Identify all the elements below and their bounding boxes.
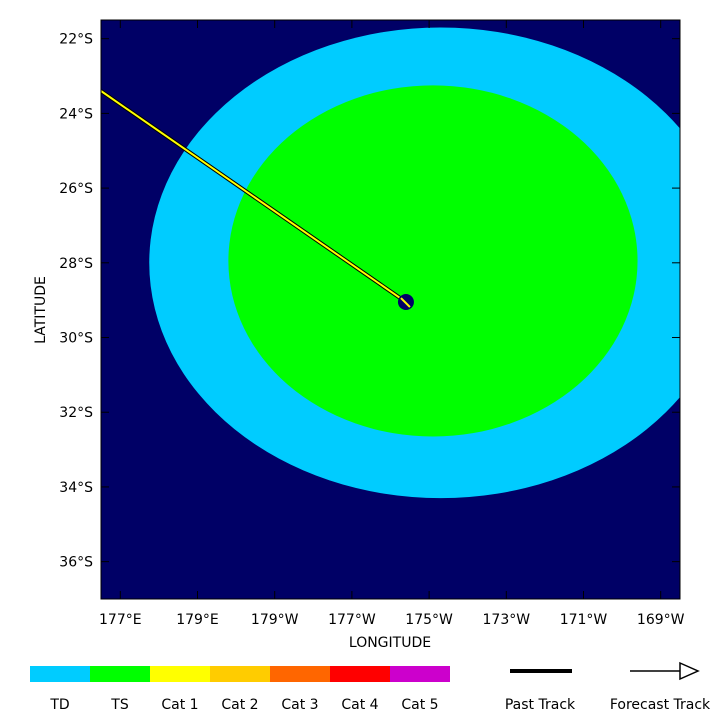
legend-label: TD — [49, 697, 69, 710]
storm-center-tail — [400, 297, 411, 308]
legend-label: Cat 3 — [281, 697, 318, 710]
arrow-icon — [679, 661, 700, 681]
lon-tick-label: 169°W — [637, 612, 685, 628]
forecast-track-line — [101, 89, 408, 304]
lon-tick-label: 179°W — [251, 612, 299, 628]
legend-label: Cat 1 — [161, 697, 198, 710]
legend-label: Cat 4 — [341, 697, 378, 710]
legend-swatch-cat-3 — [270, 666, 330, 682]
forecast-track-legend: Forecast Track — [610, 661, 711, 710]
legend-label: Cat 5 — [401, 697, 438, 710]
plot-frame — [100, 19, 681, 600]
lon-tick-label: 175°W — [405, 612, 453, 628]
lat-tick-label: 22°S — [59, 32, 93, 48]
lat-tick-label: 28°S — [59, 256, 93, 272]
track-line — [101, 90, 407, 303]
map-plot-area — [100, 19, 681, 600]
wind-zones — [149, 27, 680, 499]
lon-tick-label: 171°W — [560, 612, 608, 628]
x-axis-label: LONGITUDE — [349, 635, 431, 651]
legend-swatch-ts — [90, 666, 150, 682]
lon-tick-label: 173°W — [483, 612, 531, 628]
lat-tick-label: 36°S — [59, 555, 93, 571]
lat-tick-label: 24°S — [59, 106, 93, 122]
y-axis-label: LATITUDE — [33, 276, 49, 344]
legend-label: TS — [110, 697, 129, 710]
legend-swatch-cat-1 — [150, 666, 210, 682]
legend-swatch-td — [30, 666, 90, 682]
lat-tick-label: 34°S — [59, 480, 93, 496]
legend-swatch-cat-2 — [210, 666, 270, 682]
category-legend: TD TS Cat 1 Cat 2 Cat 3 Cat 4 Cat 5 — [30, 666, 450, 710]
past-track-legend: Past Track — [505, 669, 576, 710]
lat-tick-label: 30°S — [59, 331, 93, 347]
longitude-ticks: 177°E 179°E 179°W 177°W 175°W 173°W 171°W 169°W — [99, 20, 685, 628]
lon-tick-label: 179°E — [176, 612, 219, 628]
lat-tick-label: 26°S — [59, 181, 93, 197]
legend-swatch-cat-5 — [390, 666, 450, 682]
legend-label: Cat 2 — [221, 697, 258, 710]
latitude-ticks: 22°S 24°S 26°S 28°S 30°S 32°S 34°S 36°S — [59, 32, 680, 571]
lon-tick-label: 177°E — [99, 612, 142, 628]
legend-swatch-cat-4 — [330, 666, 390, 682]
wind-zone-ts — [228, 85, 638, 437]
lat-tick-label: 32°S — [59, 405, 93, 421]
lon-tick-label: 177°W — [328, 612, 376, 628]
forecast-track-label: Forecast Track — [610, 697, 711, 710]
past-track-label: Past Track — [505, 697, 576, 710]
storm-center-marker — [397, 294, 414, 311]
